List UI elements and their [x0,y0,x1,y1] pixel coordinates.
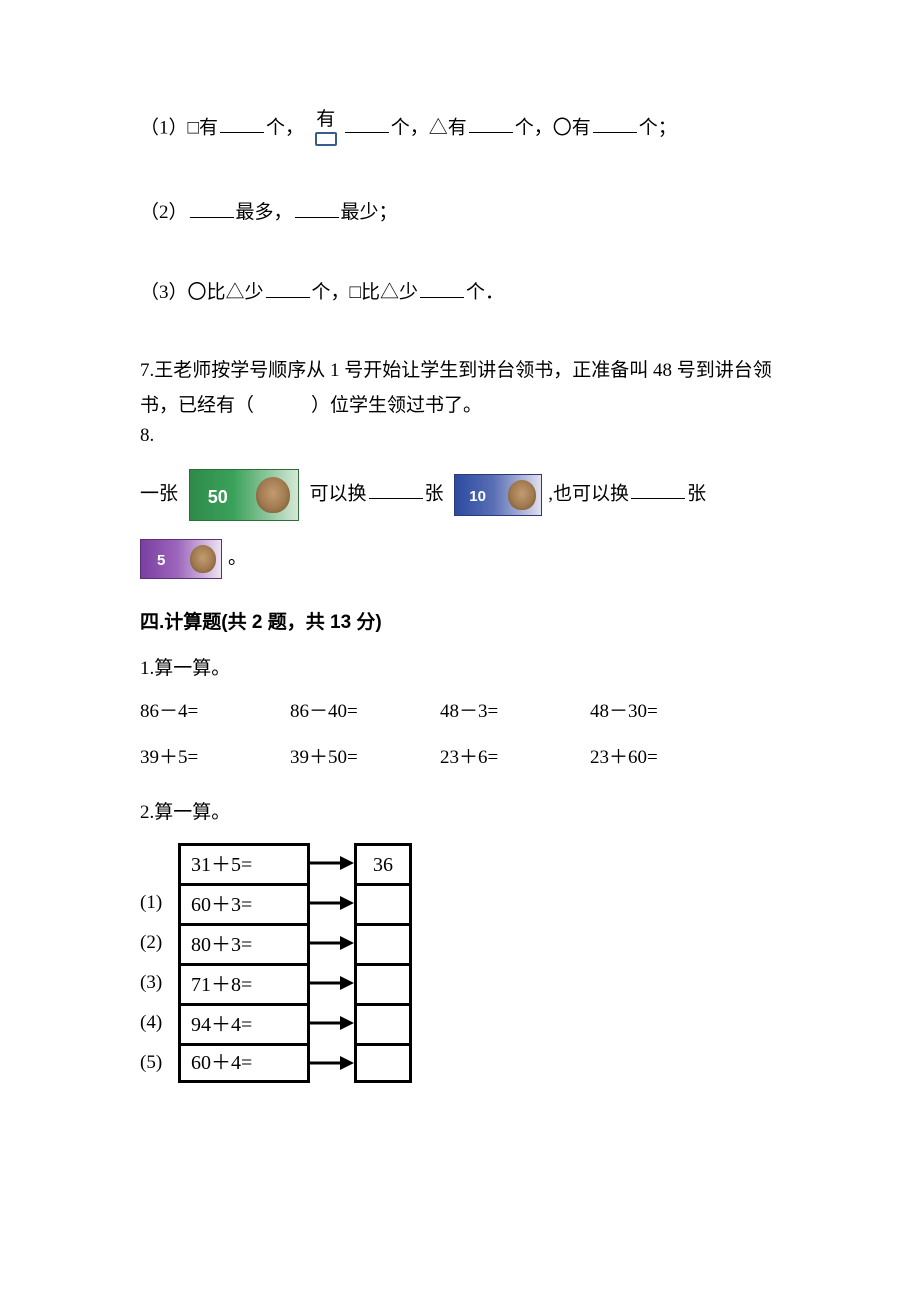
q2-ans [354,1003,412,1043]
q2-row: (1)60＋3= [140,883,780,923]
q2-expr: 60＋4= [178,1043,310,1083]
calc-cell: 39＋5= [140,744,290,773]
q8-e: 张 [687,483,706,504]
blank [369,479,423,499]
money-5-icon [140,539,222,579]
q2-row: (2)80＋3= [140,923,780,963]
blank [345,113,389,133]
q7-line1: 7.王老师按学号顺序从 1 号开始让学生到讲台领书，正准备叫 48 号到讲台领 [140,357,780,386]
q6-1-suffix: 个； [639,117,677,138]
s4-q2-label: 2.算一算。 [140,799,780,828]
q8-b: 可以换 [310,483,367,504]
q2-ans [354,883,412,923]
q2-idx: (1) [140,889,178,918]
q6-3-prefix: （3）〇比△少 [140,282,264,303]
arrow-right-icon [310,963,354,1003]
small-rect-icon [315,132,337,146]
q6-2-mid: 最多， [236,202,293,223]
calc-cell: 48－3= [440,698,590,727]
arrow-right-icon [310,1003,354,1043]
calc-cell: 86－40= [290,698,440,727]
calc-cell: 39＋50= [290,744,440,773]
q2-row: (4)94＋4= [140,1003,780,1043]
q6-2-prefix: （2） [140,202,188,223]
q2-expr: 94＋4= [178,1003,310,1043]
q2-ans [354,963,412,1003]
q2-row: (5)60＋4= [140,1043,780,1083]
blank [266,278,310,298]
q6-3-mid: 个，□比△少 [312,282,418,303]
arrow-right-icon [310,923,354,963]
q2-expr: 80＋3= [178,923,310,963]
q2-row: (3)71＋8= [140,963,780,1003]
calc-cell: 23＋60= [590,744,740,773]
q6-3-suffix: 个． [466,282,504,303]
q8-label: 8. [140,422,780,451]
q7-line2: 书，已经有（ ）位学生领过书了。 [140,392,780,421]
q2-expr: 71＋8= [178,963,310,1003]
blank [420,278,464,298]
q2-idx: (4) [140,1009,178,1038]
calc-cell: 23＋6= [440,744,590,773]
q2-idx: (5) [140,1049,178,1078]
calc-cell: 48－30= [590,698,740,727]
money-10-icon [454,474,542,516]
q8-c: 张 [425,483,444,504]
s4-q1-grid: 86－4= 86－40= 48－3= 48－30= 39＋5= 39＋50= 2… [140,698,780,773]
q8-line1: 一张 可以换 张 ,也可以换 张 [140,469,780,521]
q6-1-m2: 有 [316,109,335,130]
arrow-right-icon [310,883,354,923]
blank [593,113,637,133]
q6-1-m3: 个，△有 [391,117,467,138]
blank [469,113,513,133]
q2-expr: 60＋3= [178,883,310,923]
q6-1-m4: 个，〇有 [515,117,591,138]
blank [631,479,685,499]
calc-cell: 86－4= [140,698,290,727]
q2-idx: (2) [140,929,178,958]
q2-ans: 36 [354,843,412,883]
q6-1-m1: 个， [266,117,304,138]
section4-title: 四.计算题(共 2 题，共 13 分) [140,609,780,638]
q6-line2: （2） 最多， 最少； [140,198,780,228]
blank [190,198,234,218]
arrow-right-icon [310,1043,354,1083]
q6-1-prefix: （1）□有 [140,117,218,138]
q6-line1: （1）□有 个， 有 个，△有 个，〇有 个； [140,110,780,148]
calc-row: 39＋5= 39＋50= 23＋6= 23＋60= [140,744,780,773]
q8-line2: 。 [140,539,780,579]
blank [220,113,264,133]
money-50-icon [189,469,299,521]
q8-d: ,也可以换 [548,483,629,504]
s4-q1-label: 1.算一算。 [140,655,780,684]
q2-ans [354,1043,412,1083]
q2-ans [354,923,412,963]
blank [295,198,339,218]
q2-expr: 31＋5= [178,843,310,883]
q6-line3: （3）〇比△少 个，□比△少 个． [140,278,780,308]
q2-row: 31＋5= 36 [140,843,780,883]
arrow-right-icon [310,843,354,883]
calc-row: 86－4= 86－40= 48－3= 48－30= [140,698,780,727]
q8-a: 一张 [140,483,178,504]
s4-q2-table: 31＋5=36(1)60＋3=(2)80＋3=(3)71＋8=(4)94＋4=(… [140,843,780,1083]
q6-2-suffix: 最少； [341,202,398,223]
q2-idx: (3) [140,969,178,998]
small-rect-icon-wrap: 有 [312,110,340,148]
q8-line2-end: 。 [228,547,247,568]
